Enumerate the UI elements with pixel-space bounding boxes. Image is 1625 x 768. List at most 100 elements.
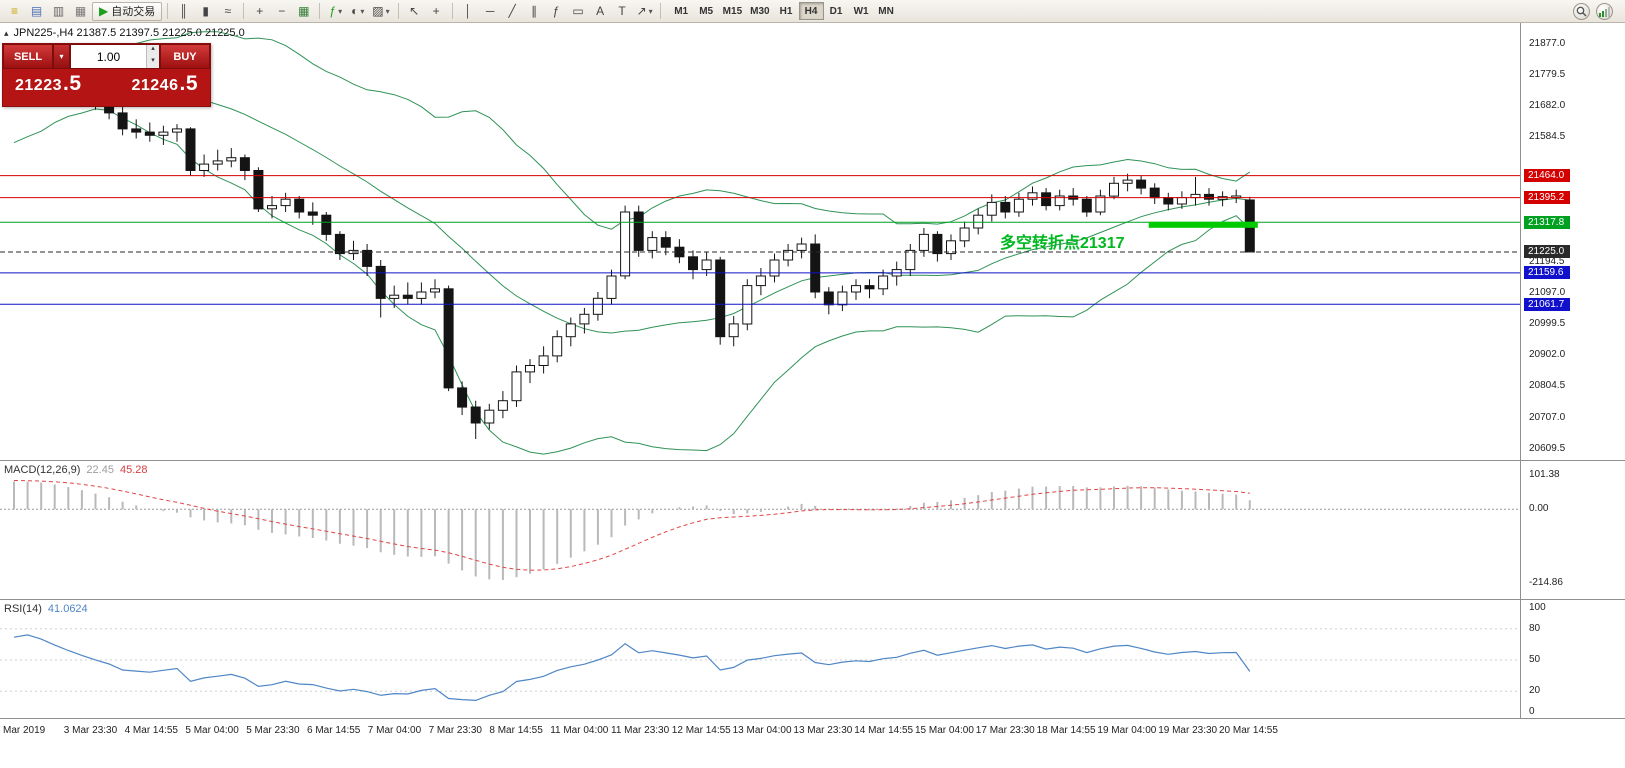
toolbar-right (1573, 2, 1621, 20)
macd-main-value: 22.45 (86, 464, 114, 476)
bollinger-band (13, 80, 1250, 334)
time-axis-label: 3 Mar 23:30 (63, 725, 118, 736)
horizontal-line-icon[interactable]: ─ (480, 2, 501, 21)
price-axis-tick: 20609.5 (1529, 442, 1566, 454)
bollinger-band (13, 108, 1251, 455)
time-axis-label: 20 Mar 14:55 (1219, 725, 1278, 736)
macd-signal-line (13, 480, 1250, 571)
auto-trading-label: 自动交易 (111, 6, 156, 18)
price-axis-tick: 20902.0 (1529, 349, 1566, 361)
macd-histogram (13, 481, 1251, 580)
text-icon-glyph: A (596, 4, 605, 18)
tile-windows-icon[interactable]: ▦ (293, 2, 314, 21)
main-chart-canvas[interactable] (0, 23, 1520, 460)
navigator-icon[interactable]: ▥ (48, 2, 69, 21)
zoom-out-icon[interactable]: − (271, 2, 292, 21)
time-axis-label: 13 Mar 04:00 (732, 725, 792, 736)
toolbar: ≡ ▤ ▥ ▦ ▶ 自动交易 ║ ▮ ≈ + − ▦ ƒ ▾ ◐ ▾ ▨ ▾ ↖ + │ ─ ╱ ∥ ƒ ▭ A T ↗ ▾ M1 M5 M1… (0, 0, 1625, 23)
search-icon[interactable] (1573, 2, 1590, 20)
pivot-highlight-segment[interactable] (1148, 221, 1258, 228)
buy-button[interactable]: BUY (160, 44, 210, 69)
indicators-icon[interactable]: ƒ ▾ (325, 2, 346, 21)
vertical-line-icon[interactable]: │ (458, 2, 479, 21)
macd-axis-tick: 0.00 (1529, 503, 1549, 515)
rsi-axis[interactable]: 100 80 50 20 0 (1521, 600, 1625, 718)
auto-trading-button[interactable]: ▶ 自动交易 (92, 1, 163, 21)
timeframe-button-d1[interactable]: D1 (829, 5, 843, 17)
market-watch-icon[interactable]: ▤ (26, 2, 47, 21)
arrows-icon[interactable]: ↗ ▾ (634, 2, 656, 21)
macd-axis-tick: 101.38 (1529, 468, 1560, 480)
signal-bars-icon (1598, 6, 1610, 17)
periods-icon-glyph: ◐ (351, 4, 359, 18)
rsi-canvas[interactable] (0, 600, 1520, 719)
timeframe-button-m15[interactable]: M15 (722, 5, 743, 17)
fibonacci-icon-glyph: ƒ (552, 4, 560, 18)
zoom-in-icon[interactable]: + (249, 2, 270, 21)
price-axis-tick: 20707.0 (1529, 411, 1566, 423)
timeframe-group: M1 M5 M15 M30 H1 H4 D1 W1 MN (669, 2, 899, 20)
macd-axis-tick: -214.86 (1529, 576, 1563, 588)
pivot-annotation: 多空转折点21317 (1000, 235, 1125, 252)
time-axis-label: 11 Mar 04:00 (550, 725, 609, 736)
zoom-out-icon-glyph: − (278, 4, 286, 18)
volume-decrease-button[interactable]: ▾ (147, 56, 159, 68)
rsi-axis-tick: 20 (1529, 685, 1541, 697)
cursor-icon[interactable]: ↖ (404, 2, 425, 21)
macd-label: MACD(12,26,9) 22.45 45.28 (4, 464, 147, 476)
time-axis-label: 12 Mar 14:55 (671, 725, 731, 736)
timeframe-button-m1[interactable]: M1 (674, 5, 689, 17)
trendline-icon[interactable]: ╱ (502, 2, 523, 21)
arrows-icon-glyph: ↗ (636, 4, 647, 18)
rsi-line (13, 634, 1251, 702)
sell-button[interactable]: SELL (3, 44, 53, 69)
text-label-icon[interactable]: T (612, 2, 633, 21)
shapes-icon[interactable]: ▭ (568, 2, 589, 21)
macd-signal-value: 45.28 (119, 464, 148, 476)
timeframe-button-h4[interactable]: H4 (798, 2, 824, 20)
terminal-icon[interactable]: ▦ (70, 2, 91, 21)
time-axis-label: 14 Mar 14:55 (854, 725, 914, 736)
templates-icon[interactable]: ▨ ▾ (369, 2, 392, 21)
crosshair-icon[interactable]: + (426, 2, 447, 21)
dropdown-caret-icon: ▾ (338, 6, 343, 16)
rsi-value: 41.0624 (47, 603, 88, 615)
periods-icon[interactable]: ◐ ▾ (347, 2, 368, 21)
timeframe-button-m5[interactable]: M5 (699, 5, 714, 17)
price-axis[interactable]: 21877.0 21779.5 21682.0 21584.5 21194.5 21097… (1521, 23, 1625, 460)
price-axis-tick: 21194.5 (1529, 255, 1565, 267)
bar-chart-icon-glyph: ║ (179, 4, 188, 18)
horizontal-line-icon-glyph: ─ (485, 4, 495, 18)
volume-dropdown[interactable]: ▾ (53, 44, 70, 69)
tile-windows-icon-glyph: ▦ (298, 4, 310, 18)
equidistant-channel-icon[interactable]: ∥ (524, 2, 545, 21)
price-level-badge: 21464.0 (1524, 169, 1570, 183)
dropdown-caret-icon: ▾ (385, 6, 390, 16)
timeframe-button-w1[interactable]: W1 (853, 5, 869, 17)
rsi-axis-tick: 100 (1529, 602, 1546, 613)
price-level-badge: 21159.6 (1524, 266, 1570, 280)
volume-input[interactable] (71, 45, 146, 68)
price-level-badge: 21317.8 (1524, 215, 1570, 229)
timeframe-button-mn[interactable]: MN (878, 5, 894, 17)
timeframe-button-h1[interactable]: H1 (779, 5, 793, 17)
price-axis-tick: 21877.0 (1529, 37, 1566, 49)
time-axis-label: 7 Mar 04:00 (367, 725, 422, 736)
bar-chart-icon[interactable]: ║ (173, 2, 194, 21)
cursor-icon-glyph: ↖ (409, 4, 420, 18)
connection-status-icon[interactable] (1596, 2, 1613, 20)
timeframe-button-m30[interactable]: M30 (750, 5, 770, 17)
collapse-arrow-icon[interactable]: ▴ (4, 28, 9, 38)
fibonacci-icon[interactable]: ƒ (546, 2, 567, 21)
new-order-icon[interactable]: ≡ (4, 2, 25, 21)
candlestick-chart-icon[interactable]: ▮ (195, 2, 216, 21)
time-axis-label: 18 Mar 14:55 (1036, 725, 1096, 736)
volume-increase-button[interactable]: ▴ (147, 45, 159, 57)
toolbar-separator (319, 3, 321, 19)
time-axis[interactable]: Mar 2019 3 Mar 23:30 4 Mar 14:55 5 Mar 04:0… (0, 718, 1625, 768)
line-chart-icon[interactable]: ≈ (217, 2, 238, 21)
time-axis-label: 6 Mar 14:55 (307, 725, 361, 736)
macd-canvas[interactable] (0, 461, 1520, 600)
macd-axis[interactable]: 101.38 0.00 -214.86 (1521, 461, 1625, 599)
text-icon[interactable]: A (590, 2, 611, 21)
